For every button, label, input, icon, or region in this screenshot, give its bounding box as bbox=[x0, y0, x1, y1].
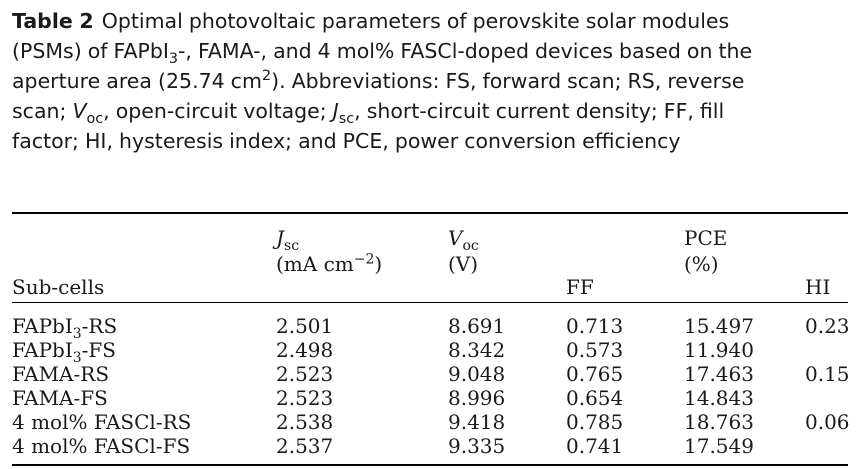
header-subcells: Sub-cells bbox=[12, 275, 105, 299]
cell-ff: 0.654 bbox=[566, 386, 624, 410]
cell-voc: 8.996 bbox=[448, 386, 506, 410]
header-pce: PCE bbox=[684, 226, 728, 250]
cell-subcell: 4 mol% FASCl-FS bbox=[12, 434, 191, 458]
table-bottom-rule bbox=[12, 464, 848, 466]
cell-pce: 14.843 bbox=[684, 386, 754, 410]
caption-line-1: Table 2 Optimal photovoltaic parameters o… bbox=[12, 9, 730, 33]
header-voc: Voc bbox=[448, 226, 479, 254]
cell-subcell: FAPbI3-FS bbox=[12, 338, 117, 366]
cell-pce: 18.763 bbox=[684, 410, 754, 434]
header-pce-unit: (%) bbox=[684, 252, 719, 276]
cell-ff: 0.713 bbox=[566, 314, 624, 338]
cell-jsc: 2.523 bbox=[276, 386, 334, 410]
cell-subcell: FAMA-RS bbox=[12, 362, 110, 386]
cell-voc: 9.335 bbox=[448, 434, 506, 458]
caption-line-5: factor; HI, hysteresis index; and PCE, p… bbox=[12, 129, 681, 153]
caption-line-4: scan; Voc, open-circuit voltage; Jsc, sh… bbox=[12, 99, 725, 128]
cell-pce: 15.497 bbox=[684, 314, 754, 338]
cell-jsc: 2.538 bbox=[276, 410, 334, 434]
table-top-rule bbox=[12, 212, 848, 214]
cell-jsc: 2.498 bbox=[276, 338, 334, 362]
cell-voc: 8.691 bbox=[448, 314, 506, 338]
cell-hi: 0.23 bbox=[805, 314, 850, 338]
header-ff: FF bbox=[566, 275, 594, 299]
cell-jsc: 2.537 bbox=[276, 434, 334, 458]
cell-ff: 0.765 bbox=[566, 362, 624, 386]
cell-voc: 8.342 bbox=[448, 338, 506, 362]
cell-ff: 0.573 bbox=[566, 338, 624, 362]
cell-subcell: FAPbI3-RS bbox=[12, 314, 118, 342]
header-voc-unit: (V) bbox=[448, 252, 479, 276]
header-jsc-unit: (mA cm−2) bbox=[276, 251, 383, 276]
caption-line-2: (PSMs) of FAPbI3-, FAMA-, and 4 mol% FAS… bbox=[12, 39, 753, 68]
cell-pce: 17.463 bbox=[684, 362, 754, 386]
cell-voc: 9.048 bbox=[448, 362, 506, 386]
cell-pce: 11.940 bbox=[684, 338, 754, 362]
cell-subcell: 4 mol% FASCl-RS bbox=[12, 410, 192, 434]
cell-hi: 0.15 bbox=[805, 362, 850, 386]
cell-voc: 9.418 bbox=[448, 410, 506, 434]
cell-jsc: 2.523 bbox=[276, 362, 334, 386]
cell-subcell: FAMA-FS bbox=[12, 386, 108, 410]
table-header-rule bbox=[12, 302, 848, 303]
cell-pce: 17.549 bbox=[684, 434, 754, 458]
caption-line-3: aperture area (25.74 cm2). Abbreviations… bbox=[12, 68, 745, 93]
table-label: Table 2 bbox=[12, 9, 94, 33]
cell-jsc: 2.501 bbox=[276, 314, 334, 338]
header-hi: HI bbox=[805, 275, 831, 299]
table-caption: Table 2 Optimal photovoltaic parameters o… bbox=[12, 6, 848, 156]
header-jsc: Jsc bbox=[276, 226, 300, 254]
cell-ff: 0.785 bbox=[566, 410, 624, 434]
cell-ff: 0.741 bbox=[566, 434, 624, 458]
cell-hi: 0.06 bbox=[805, 410, 850, 434]
